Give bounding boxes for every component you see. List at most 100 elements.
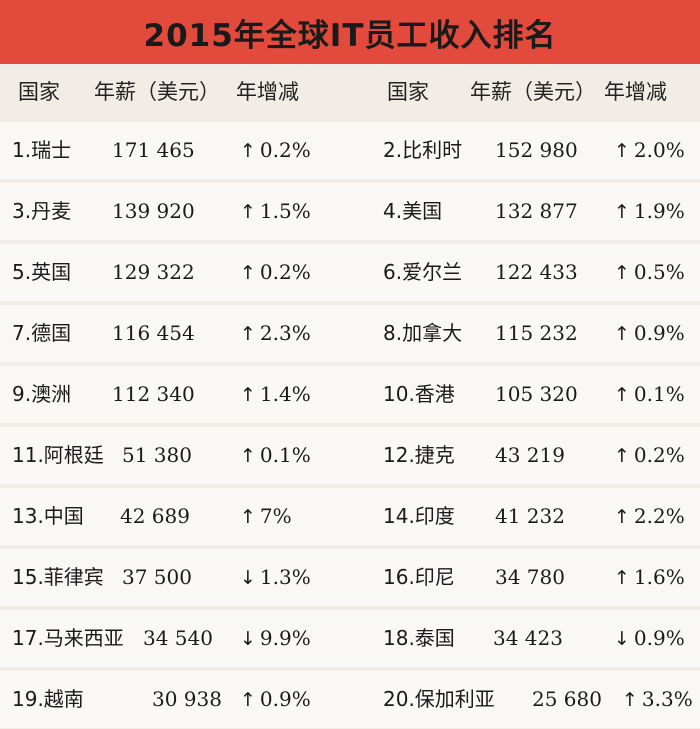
page-title: 2015年全球IT员工收入排名 [0, 0, 700, 64]
change-cell: ↑ 0.1% [614, 366, 685, 423]
change-cell: ↑ 3.3% [622, 671, 693, 728]
change-cell: ↓ 9.9% [240, 610, 311, 667]
table-row: 19.越南 30 938 ↑ 0.9% 20.保加利亚 25 680 ↑ 3.3% [0, 671, 700, 728]
table-row: 11.阿根廷 51 380 ↑ 0.1% 12.捷克 43 219 ↑ 0.2% [0, 427, 700, 484]
change-cell: ↑ 1.9% [614, 183, 685, 240]
change-cell: ↑ 7% [240, 488, 292, 545]
country-name: 20.保加利亚 [383, 687, 495, 711]
salary-value: 112 340 [112, 382, 195, 406]
header-country-right: 国家 [387, 80, 429, 104]
change-value: 1.4% [259, 382, 311, 406]
country-name: 5.英国 [12, 260, 72, 284]
arrow-up-icon: ↑ [622, 689, 638, 711]
arrow-up-icon: ↑ [240, 384, 256, 406]
header-change-right: 年增减 [604, 80, 667, 104]
change-cell: ↑ 2.2% [614, 488, 685, 545]
header-change-left: 年增减 [236, 80, 299, 104]
country-name: 19.越南 [12, 687, 84, 711]
change-cell: ↑ 2.0% [614, 122, 685, 179]
country-name: 3.丹麦 [12, 199, 72, 223]
change-value: 2.2% [633, 504, 685, 528]
change-value: 9.9% [259, 626, 311, 650]
salary-value: 152 980 [495, 138, 578, 162]
country-name: 4.美国 [383, 199, 443, 223]
salary-value: 34 780 [495, 565, 565, 589]
country-name: 15.菲律宾 [12, 565, 104, 589]
salary-value: 41 232 [495, 504, 565, 528]
change-cell: ↑ 1.5% [240, 183, 311, 240]
salary-value: 129 322 [112, 260, 195, 284]
salary-value: 116 454 [112, 321, 195, 345]
change-value: 0.5% [633, 260, 685, 284]
change-value: 0.1% [633, 382, 685, 406]
arrow-up-icon: ↑ [240, 506, 256, 528]
header-country-left: 国家 [18, 80, 60, 104]
arrow-up-icon: ↑ [240, 689, 256, 711]
change-value: 0.2% [633, 443, 685, 467]
salary-value: 34 540 [143, 626, 213, 650]
country-name: 6.爱尔兰 [383, 260, 463, 284]
change-value: 1.6% [633, 565, 685, 589]
salary-value: 43 219 [495, 443, 565, 467]
arrow-down-icon: ↓ [240, 567, 256, 589]
change-cell: ↑ 0.2% [240, 122, 311, 179]
arrow-up-icon: ↑ [614, 262, 630, 284]
change-cell: ↑ 0.2% [240, 244, 311, 301]
table-row: 1.瑞士 171 465 ↑ 0.2% 2.比利时 152 980 ↑ 2.0% [0, 122, 700, 179]
change-value: 1.3% [259, 565, 311, 589]
salary-value: 25 680 [532, 687, 602, 711]
header-salary-right: 年薪（美元） [470, 80, 596, 104]
table-row: 9.澳洲 112 340 ↑ 1.4% 10.香港 105 320 ↑ 0.1% [0, 366, 700, 423]
salary-value: 37 500 [122, 565, 192, 589]
country-name: 8.加拿大 [383, 321, 463, 345]
table-header: 国家 年薪（美元） 年增减 国家 年薪（美元） 年增减 [0, 64, 700, 117]
salary-value: 51 380 [122, 443, 192, 467]
table-row: 5.英国 129 322 ↑ 0.2% 6.爱尔兰 122 433 ↑ 0.5% [0, 244, 700, 301]
salary-value: 115 232 [495, 321, 578, 345]
arrow-up-icon: ↑ [614, 445, 630, 467]
change-value: 7% [259, 504, 292, 528]
change-value: 0.1% [259, 443, 311, 467]
arrow-up-icon: ↑ [614, 323, 630, 345]
change-value: 2.3% [259, 321, 311, 345]
table-row: 15.菲律宾 37 500 ↓ 1.3% 16.印尼 34 780 ↑ 1.6% [0, 549, 700, 606]
salary-value: 105 320 [495, 382, 578, 406]
arrow-down-icon: ↓ [240, 628, 256, 650]
salary-value: 132 877 [495, 199, 578, 223]
salary-value: 42 689 [120, 504, 190, 528]
change-value: 2.0% [633, 138, 685, 162]
country-name: 7.德国 [12, 321, 72, 345]
table-row: 7.德国 116 454 ↑ 2.3% 8.加拿大 115 232 ↑ 0.9% [0, 305, 700, 362]
salary-value: 122 433 [495, 260, 578, 284]
change-value: 0.9% [259, 687, 311, 711]
arrow-up-icon: ↑ [614, 201, 630, 223]
change-cell: ↑ 2.3% [240, 305, 311, 362]
change-value: 1.9% [633, 199, 685, 223]
change-cell: ↑ 1.4% [240, 366, 311, 423]
change-cell: ↑ 0.9% [240, 671, 311, 728]
change-cell: ↑ 0.2% [614, 427, 685, 484]
change-value: 1.5% [259, 199, 311, 223]
change-value: 3.3% [641, 687, 693, 711]
country-name: 13.中国 [12, 504, 84, 528]
country-name: 16.印尼 [383, 565, 455, 589]
arrow-up-icon: ↑ [240, 140, 256, 162]
change-cell: ↓ 1.3% [240, 549, 311, 606]
country-name: 11.阿根廷 [12, 443, 104, 467]
country-name: 18.泰国 [383, 626, 455, 650]
salary-value: 139 920 [112, 199, 195, 223]
arrow-down-icon: ↓ [614, 628, 630, 650]
change-cell: ↑ 0.1% [240, 427, 311, 484]
change-value: 0.2% [259, 260, 311, 284]
arrow-up-icon: ↑ [240, 445, 256, 467]
country-name: 9.澳洲 [12, 382, 72, 406]
change-value: 0.9% [633, 321, 685, 345]
arrow-up-icon: ↑ [614, 384, 630, 406]
arrow-up-icon: ↑ [240, 262, 256, 284]
arrow-up-icon: ↑ [614, 140, 630, 162]
salary-value: 30 938 [152, 687, 222, 711]
country-name: 10.香港 [383, 382, 455, 406]
country-name: 1.瑞士 [12, 138, 72, 162]
header-salary-left: 年薪（美元） [94, 80, 220, 104]
